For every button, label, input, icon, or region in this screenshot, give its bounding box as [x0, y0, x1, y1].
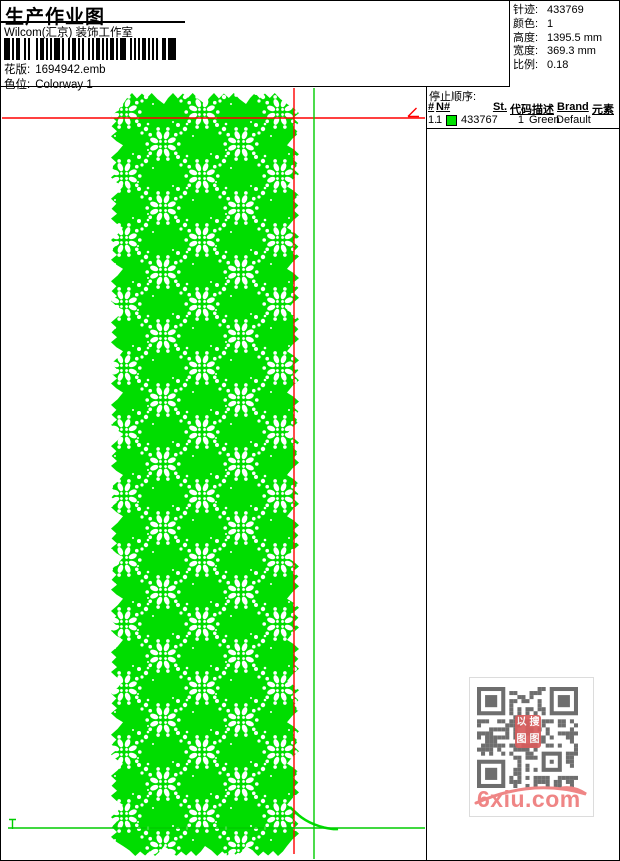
cell-description: Green — [529, 114, 560, 126]
design-info-panel: 针迹: 433769 颜色: 1 高度: 1395.5 mm 宽度: 369.3 mm … — [509, 1, 619, 87]
header-divider-line — [1, 86, 619, 87]
colorway-value: Colorway 1 — [35, 79, 93, 91]
info-row-width: 宽度: 369.3 mm — [510, 45, 619, 59]
colorway-label: 色位: — [4, 79, 31, 91]
info-row-height: 高度: 1395.5 mm — [510, 32, 619, 46]
cell-needle: 1 — [436, 114, 443, 126]
angle-marker-icon — [407, 107, 419, 118]
embroidery-lace-design — [111, 93, 299, 856]
color-swatch — [446, 115, 457, 126]
company-name: Wilcom(汇京) 装饰工作室 — [4, 27, 134, 39]
cell-code: 1 — [517, 114, 524, 126]
info-value: 369.3 mm — [547, 45, 596, 58]
swoosh-icon — [474, 786, 587, 805]
end-marker-icon — [9, 818, 16, 829]
qr-watermark-box: 以图搜图 6xiu.com — [469, 677, 594, 817]
info-row-colors: 颜色: 1 — [510, 18, 619, 32]
info-value: 433769 — [547, 4, 584, 16]
info-value: 1 — [547, 17, 554, 30]
col-header-description: 描述 — [532, 104, 554, 116]
cell-brand: Default — [556, 114, 591, 126]
qr-code — [477, 687, 578, 788]
info-label: 颜色: — [513, 17, 539, 30]
col-header-needle: N# — [436, 101, 451, 113]
watermark-site: 6xiu.com — [472, 781, 591, 813]
cell-seq: 1. — [428, 114, 438, 126]
info-label: 比例: — [513, 59, 539, 72]
design-barcode — [4, 38, 180, 60]
info-value: 0.18 — [547, 59, 569, 72]
colorway-field: 色位: Colorway 1 — [4, 76, 93, 92]
design-file-field: 花版: 1694942.emb — [4, 61, 106, 77]
col-header-seq: # — [428, 101, 435, 113]
stop-sequence-table: 停止顺序: # N# St. 代码 描述 Brand 元素 1. 1 43376… — [427, 88, 619, 129]
col-header-brand: Brand — [557, 101, 589, 113]
cell-stitches: 433767 — [461, 114, 498, 126]
design-file-label: 花版: — [4, 64, 31, 76]
design-file-value: 1694942.emb — [35, 64, 106, 76]
stop-sequence-title: 停止顺序: — [429, 91, 477, 103]
right-column-divider — [426, 87, 427, 860]
info-label: 宽度: — [513, 45, 539, 58]
col-header-element: 元素 — [592, 104, 614, 116]
info-row-stitches: 针迹: 433769 — [510, 4, 619, 18]
col-header-code: 代码 — [510, 104, 532, 116]
title-underline — [1, 21, 185, 23]
col-header-stitches: St. — [492, 101, 507, 113]
info-value: 1395.5 mm — [547, 31, 603, 44]
info-row-scale: 比例: 0.18 — [510, 59, 619, 73]
seal-stamp: 以图搜图 — [515, 715, 541, 748]
info-label: 高度: — [513, 31, 539, 44]
info-label: 针迹: — [513, 4, 539, 16]
